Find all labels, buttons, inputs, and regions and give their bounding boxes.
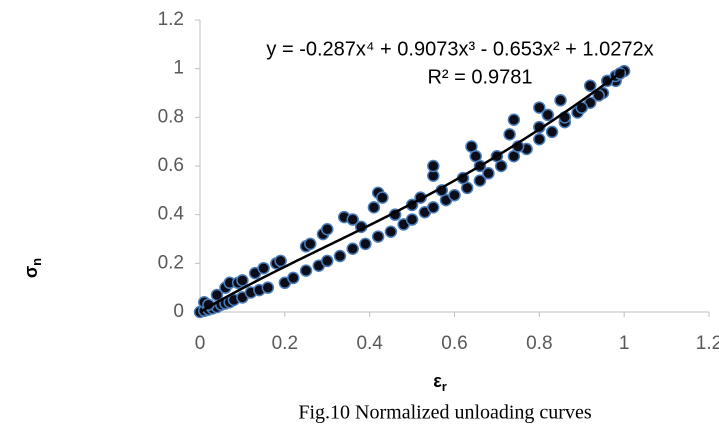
point [321,223,334,236]
point [287,271,300,285]
point [482,167,495,180]
point [533,132,546,146]
point [274,254,287,268]
y-tick-label: 1 [173,58,184,79]
y-tick-label: 1.2 [158,9,184,30]
point [405,213,419,226]
x-tick-label: 0 [195,333,206,354]
point [299,264,313,277]
point [583,79,597,92]
trend-equation: y = -0.287x⁴ + 0.9073x³ - 0.653x² + 1.02… [266,38,653,60]
x-tick-label: 1 [619,333,630,354]
point [533,101,546,114]
point [427,201,440,214]
point [473,174,487,187]
point [333,249,347,263]
point [384,225,398,238]
point [346,213,359,226]
point [367,201,381,214]
x-tick-label: 0.2 [272,333,298,354]
point [304,237,317,251]
y-label-base: σ [21,266,41,278]
r-squared: R² = 0.9781 [427,66,532,88]
point [359,237,372,251]
y-tick-label: 0.2 [158,252,184,273]
point [376,191,389,204]
point [427,159,440,173]
point [210,288,224,302]
x-tick-label: 0.6 [441,333,467,354]
x-tick-label: 0.4 [356,333,383,354]
y-tick-label: 0.6 [158,155,184,176]
point [321,254,334,268]
point [448,188,461,202]
point [554,94,567,107]
point [541,108,555,122]
point [261,281,275,294]
point [503,128,516,141]
point [346,242,359,255]
x-label-base: ε [433,371,442,391]
y-tick-label: 0.4 [158,204,185,225]
y-label-sub: n [29,258,44,266]
x-tick-label: 0.8 [526,333,552,354]
x-label-sub: r [442,379,447,394]
trendline [199,68,625,314]
caption: Fig.10 Normalized unloading curves [298,402,591,424]
point [371,230,385,243]
point [507,113,521,127]
point [257,261,270,275]
y-tick-label: 0 [173,301,184,322]
y-tick-label: 0.8 [158,106,184,127]
y-axis-label: σn [21,258,45,278]
x-axis-label: εr [433,371,447,395]
x-tick-label: 1.2 [696,333,719,354]
point [545,125,559,139]
point [236,274,249,287]
